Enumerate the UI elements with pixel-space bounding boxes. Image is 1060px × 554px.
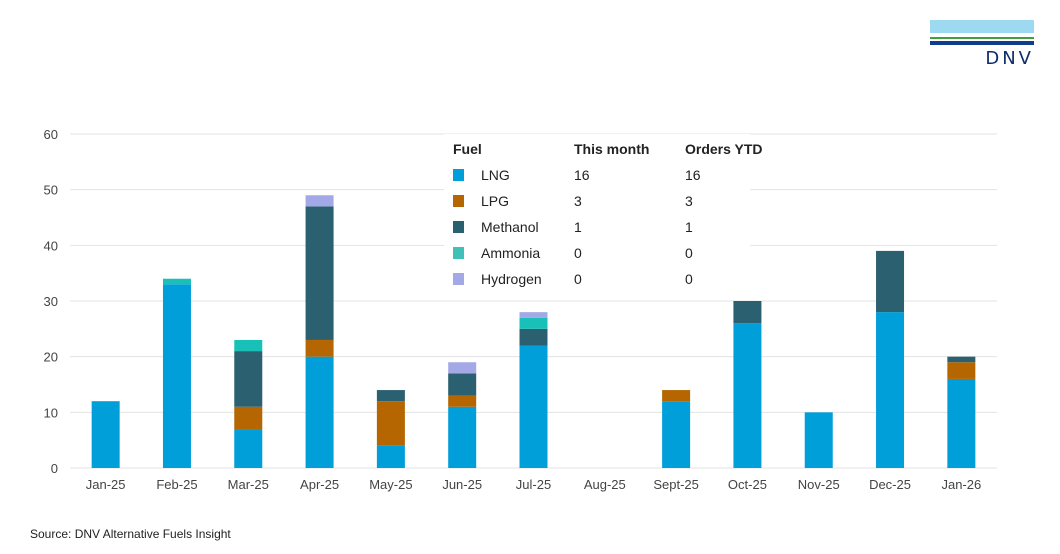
x-tick-label: Jun-25 [442, 477, 482, 492]
legend-swatch-cell [444, 195, 481, 207]
x-tick-label: May-25 [369, 477, 412, 492]
legend-fuel: Hydrogen [481, 271, 542, 287]
bar-lng [662, 401, 691, 468]
legend-this-month: 3 [574, 193, 582, 209]
legend-fuel: Methanol [481, 219, 539, 235]
bar-ammonia [162, 278, 191, 285]
x-tick-label: Nov-25 [798, 477, 840, 492]
legend-fuel: Ammonia [481, 245, 541, 261]
legend-ytd: 0 [685, 245, 693, 261]
bar-lng [376, 445, 405, 468]
legend-grid: Fuel This month Orders YTD LNG 16 16 LPG 3 3 M… [444, 136, 763, 292]
bar-lpg [448, 395, 477, 407]
bar-hydrogen [519, 312, 548, 318]
x-tick-label: Feb-25 [156, 477, 197, 492]
legend-swatch-cell [444, 273, 481, 285]
y-tick-label: 0 [51, 461, 58, 476]
bar-lng [733, 323, 762, 468]
bar-methanol [376, 390, 405, 402]
logo-stripe-blue [930, 41, 1034, 45]
x-tick-label: Dec-25 [869, 477, 911, 492]
legend-this-month: 0 [574, 245, 582, 261]
legend-swatch [453, 247, 464, 259]
legend-swatch [453, 273, 464, 285]
bar-lpg [662, 390, 691, 402]
y-tick-label: 60 [44, 127, 58, 142]
y-tick-label: 50 [44, 183, 58, 198]
legend-swatch [453, 169, 464, 181]
legend-this-month: 0 [574, 271, 582, 287]
y-tick-label: 20 [44, 350, 58, 365]
logo-stripe-light [930, 20, 1034, 33]
bar-lng [305, 356, 334, 468]
header-this-month: This month [574, 141, 650, 157]
x-tick-label: Aug-25 [584, 477, 626, 492]
legend-this-month: 16 [574, 167, 590, 183]
bar-lng [234, 429, 263, 468]
legend-swatch [453, 195, 464, 207]
legend-swatch-cell [444, 247, 481, 259]
bar-methanol [876, 250, 905, 313]
legend-fuel: LPG [481, 193, 510, 209]
legend-fuel: LNG [481, 167, 510, 183]
bar-lng [804, 412, 833, 468]
x-tick-label: Jul-25 [516, 477, 551, 492]
legend-ytd: 16 [685, 167, 701, 183]
header-fuel: Fuel [453, 141, 482, 157]
bar-lpg [947, 362, 976, 379]
bar-methanol [947, 356, 976, 363]
source-note: Source: DNV Alternative Fuels Insight [30, 527, 231, 541]
bar-ammonia [234, 339, 263, 352]
y-tick-label: 40 [44, 238, 58, 253]
legend-swatch-cell [444, 221, 481, 233]
bar-lpg [234, 406, 263, 430]
x-tick-label: Sept-25 [653, 477, 699, 492]
bar-lng [162, 284, 191, 468]
bar-lpg [305, 339, 334, 357]
logo-stripe-green [930, 37, 1034, 39]
legend-ytd: 1 [685, 219, 693, 235]
y-tick-label: 30 [44, 294, 58, 309]
bar-ammonia [519, 317, 548, 329]
bar-methanol [733, 301, 762, 324]
x-tick-label: Mar-25 [228, 477, 269, 492]
bar-lng [947, 378, 976, 468]
x-tick-label: Oct-25 [728, 477, 767, 492]
bar-lng [448, 406, 477, 468]
bar-methanol [305, 206, 334, 340]
bar-hydrogen [305, 195, 334, 207]
legend-ytd: 3 [685, 193, 693, 209]
y-tick-label: 10 [44, 405, 58, 420]
bar-methanol [519, 328, 548, 346]
bar-lng [91, 401, 120, 468]
legend-ytd: 0 [685, 271, 693, 287]
logo-text: DNV [985, 48, 1034, 69]
legend-this-month: 1 [574, 219, 582, 235]
x-tick-label: Apr-25 [300, 477, 339, 492]
legend-table: Fuel This month Orders YTD LNG 16 16 LPG 3 3 M… [444, 134, 763, 298]
bar-methanol [448, 373, 477, 396]
bar-lng [519, 345, 548, 468]
x-tick-label: Jan-25 [86, 477, 126, 492]
bar-methanol [234, 351, 263, 407]
header-orders-ytd: Orders YTD [685, 141, 763, 157]
legend-swatch-cell [444, 169, 481, 181]
x-tick-label: Jan-26 [941, 477, 981, 492]
dnv-logo: DNV [930, 20, 1034, 69]
bar-lpg [376, 401, 405, 446]
bar-hydrogen [448, 362, 477, 374]
bar-lng [876, 312, 905, 468]
legend-swatch [453, 221, 464, 233]
